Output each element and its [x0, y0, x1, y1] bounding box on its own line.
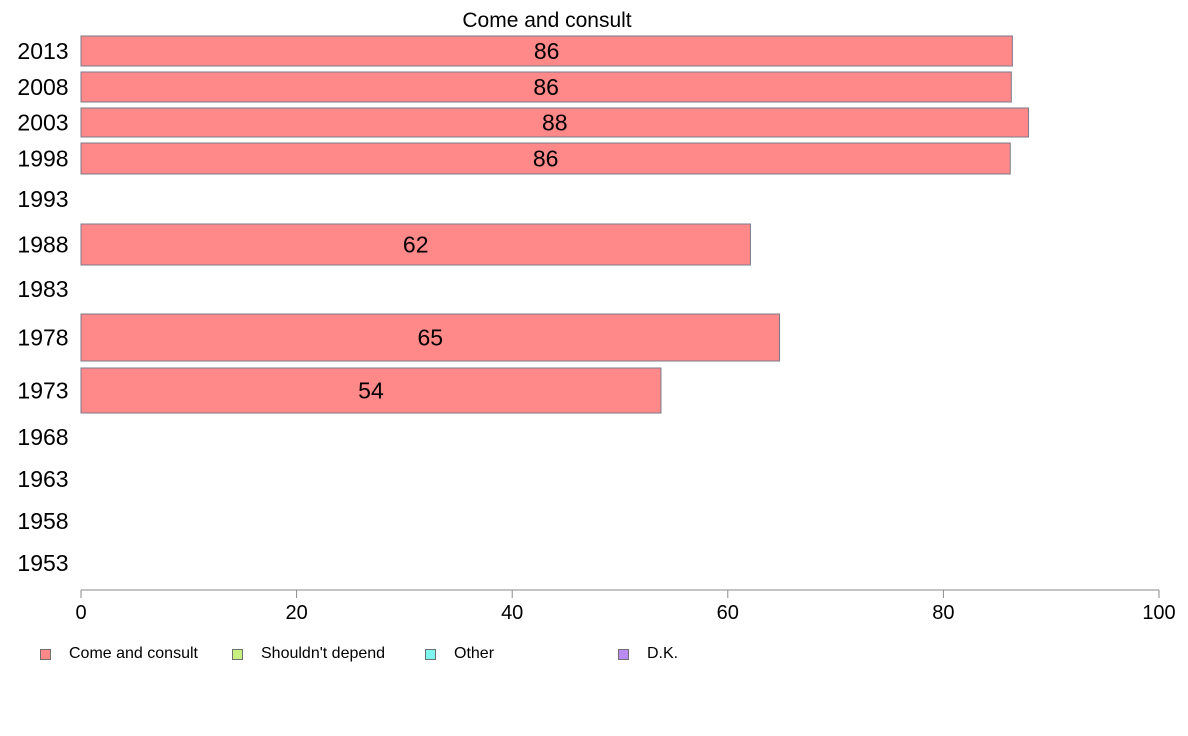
bar [80, 71, 1012, 103]
y-tick-label: 1998 [17, 146, 68, 172]
y-tick-label: 1953 [17, 550, 68, 576]
y-tick-label: 2008 [17, 74, 68, 100]
bar [80, 142, 1011, 175]
bar-value-label: 86 [533, 146, 559, 172]
legend-item-shouldnt-depend: Shouldn't depend [232, 643, 385, 665]
legend: Come and consult Shouldn't depend Other … [40, 643, 940, 665]
legend-label: D.K. [647, 645, 679, 662]
y-tick-label: 2003 [17, 110, 68, 136]
y-tick-label: 1958 [17, 508, 68, 534]
x-tick-label: 80 [932, 602, 954, 624]
legend-swatch [425, 648, 436, 660]
y-tick-label: 1973 [17, 378, 68, 404]
bar-value-label: 86 [534, 38, 560, 64]
legend-item-dk: D.K. [618, 643, 678, 665]
legend-label: Other [454, 645, 495, 662]
x-tick-label: 0 [75, 602, 86, 624]
y-tick-label: 1983 [17, 276, 68, 302]
y-axis-labels: 2013 2008 2003 1998 1993 1988 1983 1978 1973 1968… [17, 38, 68, 576]
legend-swatch [618, 648, 629, 660]
bar [80, 223, 751, 266]
x-tick-label: 40 [501, 602, 523, 624]
bar [80, 313, 781, 362]
bar-value-label: 62 [403, 232, 429, 258]
x-tick-label: 100 [1142, 602, 1175, 624]
y-tick-label: 1988 [17, 232, 68, 258]
bar [80, 35, 1013, 67]
legend-swatch [40, 648, 51, 660]
y-tick-label: 1963 [17, 466, 68, 492]
bar-value-label: 88 [542, 110, 568, 136]
x-tick-label: 20 [285, 602, 307, 624]
x-tick-label: 60 [717, 602, 739, 624]
legend-item-other: Other [425, 643, 494, 665]
y-tick-label: 1978 [17, 325, 68, 351]
legend-item-come-and-consult: Come and consult [40, 643, 198, 665]
bar [80, 367, 662, 414]
chart-title: Come and consult [462, 9, 631, 32]
x-axis: 0 20 40 60 80 100 [75, 589, 1176, 624]
bar-value-label: 86 [533, 74, 559, 100]
bar-value-label: 54 [358, 378, 384, 404]
legend-label: Come and consult [69, 645, 198, 662]
y-tick-label: 1993 [17, 186, 68, 212]
bar [80, 107, 1030, 138]
legend-swatch [232, 648, 243, 660]
legend-label: Shouldn't depend [261, 645, 386, 662]
bar-value-label: 65 [417, 325, 443, 351]
y-tick-label: 1968 [17, 424, 68, 450]
y-tick-label: 2013 [17, 38, 68, 64]
bars-group: 86 86 88 86 62 65 54 [80, 35, 1030, 414]
